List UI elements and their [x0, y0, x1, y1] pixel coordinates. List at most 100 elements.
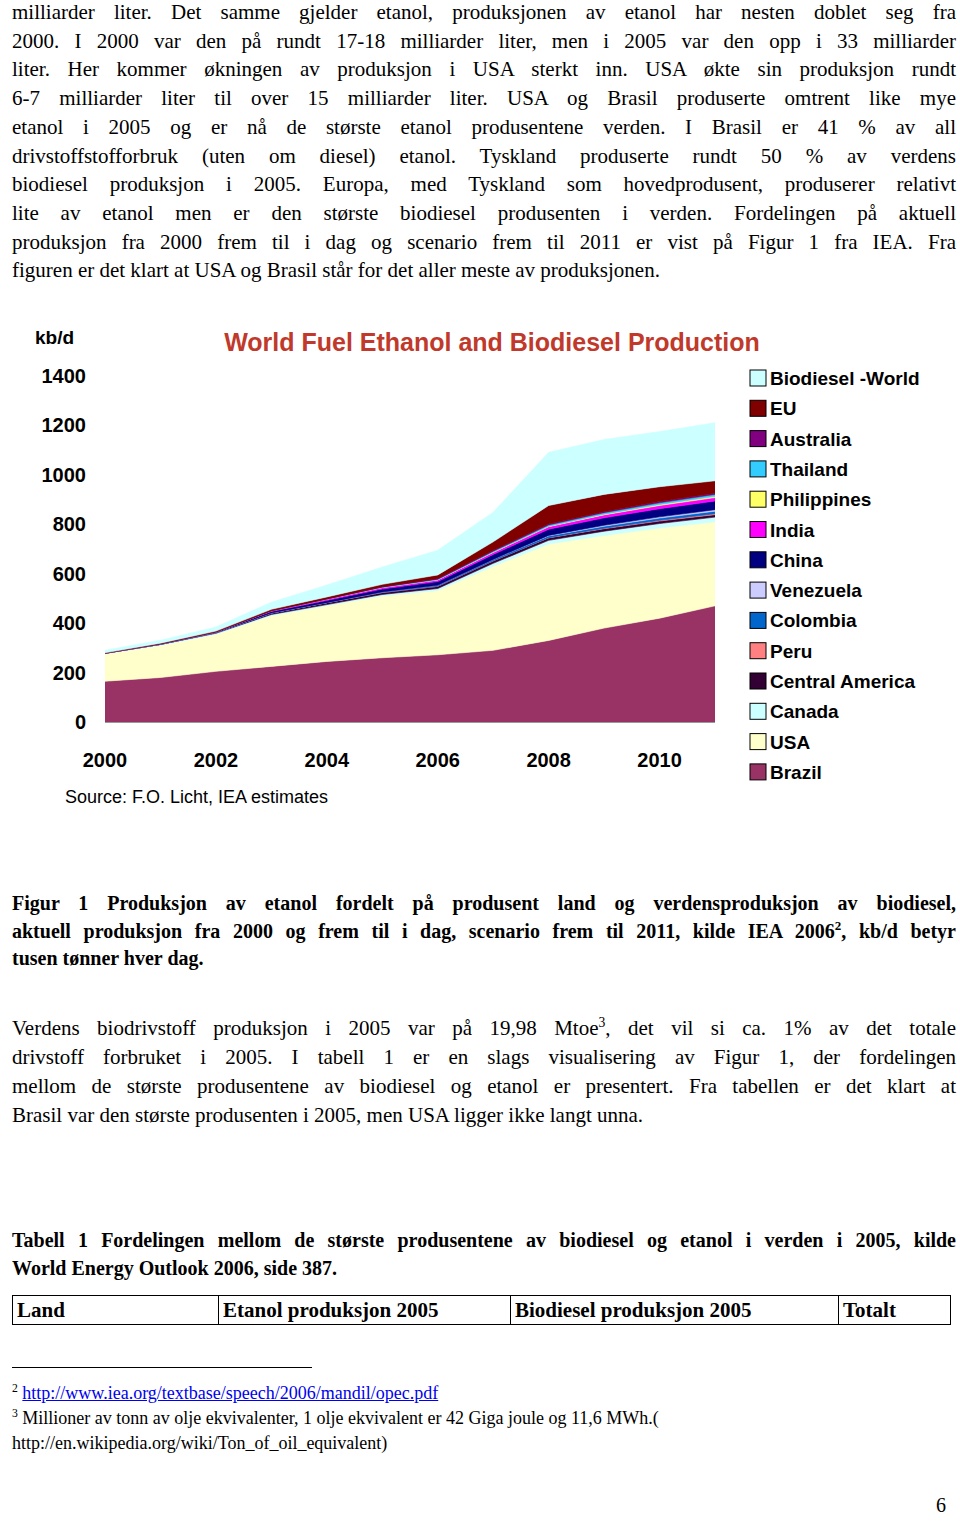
y-tick-label: 1200 [42, 414, 87, 436]
legend-label: Canada [770, 701, 839, 722]
footnote-text: http://en.wikipedia.org/wiki/Ton_of_oil_… [12, 1433, 387, 1453]
legend-label: Brazil [770, 762, 822, 783]
footnote-link: http://www.iea.org/textbase/speech/2006/… [22, 1383, 438, 1403]
legend-swatch [750, 582, 766, 598]
intro-text: lite av etanol men er den største biodie… [12, 201, 956, 225]
y-tick-label: 1000 [42, 464, 87, 486]
table-header-cell: Land [13, 1296, 219, 1324]
legend-swatch [750, 370, 766, 386]
footnote-mark: 2 [12, 1382, 18, 1395]
table-caption-line: Tabell 1 Fordelingen mellom de største p… [12, 1226, 956, 1254]
intro-text: 6-7 milliarder liter til over 15 milliar… [12, 86, 956, 110]
footnote-ref: 2 [835, 918, 842, 933]
intro-text: liter. Her kommer økningen av produksjon… [12, 57, 956, 81]
paragraph-line: Brasil var den største produsenten i 200… [12, 1101, 956, 1130]
figure-caption-line: tusen tønner hver dag. [12, 945, 956, 973]
figure-caption-text: aktuell produksjon fra 2000 og frem til … [12, 920, 835, 942]
paragraph-text: Verdens biodrivstoff produksjon i 2005 v… [12, 1016, 599, 1040]
y-tick-label: 600 [53, 563, 86, 585]
table-caption-text: Tabell 1 Fordelingen mellom de største p… [12, 1229, 956, 1251]
page-number: 6 [936, 1493, 946, 1517]
chart-title: World Fuel Ethanol and Biodiesel Product… [224, 328, 760, 356]
legend-label: Peru [770, 641, 812, 662]
x-tick-label: 2000 [83, 749, 128, 771]
legend-swatch [750, 400, 766, 416]
legend-swatch [750, 461, 766, 477]
legend-label: China [770, 550, 823, 571]
intro-text: produksjon fra 2000 frem til i dag og sc… [12, 230, 956, 254]
intro-line: drivstoffstofforbruk (uten om diesel) et… [12, 142, 956, 171]
intro-text: milliarder liter. Det samme gjelder etan… [12, 0, 956, 24]
legend-swatch [750, 673, 766, 689]
table-caption-text: World Energy Outlook 2006, side 387. [12, 1257, 337, 1279]
intro-text: biodiesel produksjon i 2005. Europa, med… [12, 172, 956, 196]
legend-label: USA [770, 732, 810, 753]
y-axis-label: kb/d [35, 327, 74, 348]
footnote: http://en.wikipedia.org/wiki/Ton_of_oil_… [12, 1431, 956, 1456]
legend-label: Biodiesel -World [770, 368, 920, 389]
legend-swatch [750, 522, 766, 538]
area-series [105, 423, 715, 653]
footnote-ref: 3 [599, 1015, 606, 1030]
x-tick-label: 2004 [305, 749, 350, 771]
legend-label: Philippines [770, 489, 871, 510]
intro-text: drivstoffstofforbruk (uten om diesel) et… [12, 144, 956, 168]
legend-swatch [750, 734, 766, 750]
intro-line: produksjon fra 2000 frem til i dag og sc… [12, 228, 956, 257]
table-header-cell: Biodiesel produksjon 2005 [511, 1296, 839, 1324]
legend-label: EU [770, 398, 796, 419]
table-caption-line: World Energy Outlook 2006, side 387. [12, 1254, 956, 1282]
x-tick-label: 2010 [637, 749, 682, 771]
y-tick-label: 800 [53, 513, 86, 535]
legend-label: Thailand [770, 459, 848, 480]
intro-text: 2000. I 2000 var den på rundt 17-18 mill… [12, 29, 956, 53]
legend-swatch [750, 612, 766, 628]
paragraph-text: mellom de største produsentene av biodie… [12, 1074, 956, 1098]
table-header: LandEtanol produksjon 2005Biodiesel prod… [12, 1295, 951, 1325]
paragraph-text: , det vil si ca. 1% av det totale [605, 1016, 956, 1040]
legend-swatch [750, 643, 766, 659]
legend-label: Australia [770, 429, 852, 450]
paragraph-line: mellom de største produsentene av biodie… [12, 1072, 956, 1101]
legend-swatch [750, 491, 766, 507]
legend-swatch [750, 552, 766, 568]
legend-label: Colombia [770, 610, 857, 631]
y-tick-label: 1400 [42, 365, 87, 387]
intro-line: milliarder liter. Det samme gjelder etan… [12, 0, 956, 27]
intro-line: lite av etanol men er den største biodie… [12, 199, 956, 228]
legend-label: Central America [770, 671, 915, 692]
intro-text: etanol i 2005 og er nå de største etanol… [12, 115, 956, 139]
paragraph-line: Verdens biodrivstoff produksjon i 2005 v… [12, 1014, 956, 1043]
footnote-text: Millioner av tonn av olje ekvivalenter, … [22, 1408, 658, 1428]
x-tick-label: 2006 [415, 749, 460, 771]
legend-swatch [750, 764, 766, 780]
x-axis-line [105, 722, 715, 723]
legend-label: India [770, 520, 815, 541]
plot-area [105, 423, 715, 722]
figure-caption-line: Figur 1 Produksjon av etanol fordelt på … [12, 890, 956, 918]
y-tick-label: 0 [75, 711, 86, 733]
area-series [105, 522, 715, 681]
figure-caption-text: tusen tønner hver dag. [12, 947, 204, 969]
paragraph-line: drivstoff forbruket i 2005. I tabell 1 e… [12, 1043, 956, 1072]
x-tick-label: 2002 [194, 749, 239, 771]
source-note: Source: F.O. Licht, IEA estimates [65, 787, 328, 807]
footnote: 3 Millioner av tonn av olje ekvivalenter… [12, 1406, 956, 1431]
y-tick-label: 200 [53, 662, 86, 684]
chart: World Fuel Ethanol and Biodiesel Product… [0, 0, 960, 1528]
legend-swatch [750, 431, 766, 447]
footnote-mark: 3 [12, 1407, 18, 1420]
paragraph-text: drivstoff forbruket i 2005. I tabell 1 e… [12, 1045, 956, 1069]
legend-swatch [750, 703, 766, 719]
intro-text: figuren er det klart at USA og Brasil st… [12, 258, 660, 282]
legend-label: Venezuela [770, 580, 862, 601]
table-header-cell: Etanol produksjon 2005 [219, 1296, 511, 1324]
figure-caption-text: Figur 1 Produksjon av etanol fordelt på … [12, 892, 956, 914]
intro-line: 6-7 milliarder liter til over 15 milliar… [12, 84, 956, 113]
intro-line: figuren er det klart at USA og Brasil st… [12, 256, 956, 285]
intro-line: 2000. I 2000 var den på rundt 17-18 mill… [12, 27, 956, 56]
y-tick-label: 400 [53, 612, 86, 634]
figure-caption-text: , kb/d betyr [841, 920, 956, 942]
x-tick-label: 2008 [526, 749, 571, 771]
paragraph-text: Brasil var den største produsenten i 200… [12, 1103, 643, 1127]
